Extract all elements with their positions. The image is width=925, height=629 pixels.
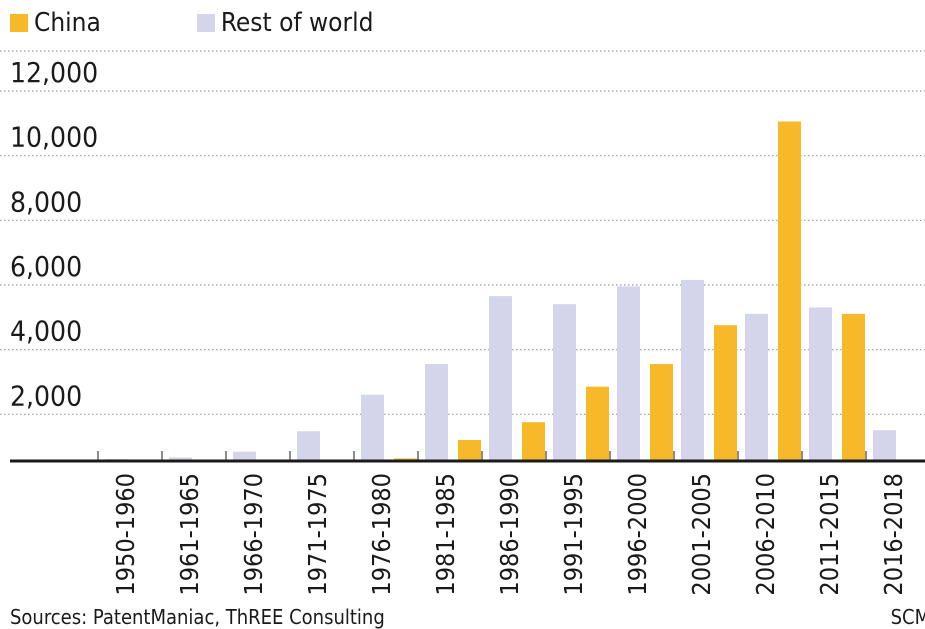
legend-swatch-rest-of-world [196, 14, 215, 32]
legend-item-rest-of-world: Rest of world [196, 6, 374, 40]
bar-china [522, 422, 545, 461]
footer: Sources: PatentManiac, ThREE Consulting … [10, 603, 925, 629]
bar-china [714, 325, 737, 461]
bar-rest-of-world [617, 286, 640, 461]
source-note: Sources: PatentManiac, ThREE Consulting [10, 605, 385, 629]
x-tick-label: 2006-2010 [751, 473, 780, 596]
y-tick-label: 8,000 [10, 185, 82, 218]
x-tick-label: 1991-1995 [559, 473, 588, 596]
legend-item-china: China [10, 6, 101, 40]
y-tick-label: 2,000 [10, 379, 82, 412]
legend-label-rest-of-world: Rest of world [220, 8, 374, 38]
bar-rest-of-world [297, 431, 320, 461]
bar-rest-of-world [361, 394, 384, 461]
x-tick-label: 1986-1990 [495, 473, 524, 596]
y-tick-label: 4,000 [10, 315, 82, 348]
x-tick-label: 1966-1970 [239, 473, 268, 596]
bar-china [586, 386, 609, 461]
bar-china [650, 364, 673, 461]
bar-chart: 2,000 4,000 6,000 8,000 10,000 12,000 1950-196… [0, 50, 925, 596]
legend-swatch-china [10, 14, 28, 32]
legend-label-china: China [34, 8, 101, 38]
x-tick-label: 2016-2018 [879, 473, 908, 596]
bar-rest-of-world [233, 451, 256, 461]
y-tick-label: 12,000 [10, 56, 98, 89]
x-tick-label: 1950-1960 [111, 473, 140, 596]
bar-china [458, 439, 481, 461]
bar-china [842, 313, 865, 461]
bar-china [778, 121, 801, 461]
bar-rest-of-world [489, 296, 512, 461]
legend: China Rest of world [10, 6, 469, 40]
x-tick-label: 1976-1980 [367, 473, 396, 596]
y-tick-label: 6,000 [10, 250, 82, 283]
bar-rest-of-world [745, 313, 768, 461]
bar-rest-of-world [169, 457, 192, 461]
bar-rest-of-world [425, 364, 448, 461]
x-tick-label: 2011-2015 [815, 473, 844, 596]
bar-rest-of-world [553, 304, 576, 461]
x-tick-label: 1996-2000 [623, 473, 652, 596]
bar-rest-of-world [809, 307, 832, 461]
bar-rest-of-world [873, 430, 896, 461]
x-tick-label: 1981-1985 [431, 473, 460, 596]
bar-rest-of-world [681, 279, 704, 461]
y-tick-label: 10,000 [10, 121, 98, 154]
x-tick-label: 1961-1965 [175, 473, 204, 596]
brand-credit: SCMP [890, 605, 925, 629]
x-tick-label: 2001-2005 [687, 473, 716, 596]
x-tick-label: 1971-1975 [303, 473, 332, 596]
